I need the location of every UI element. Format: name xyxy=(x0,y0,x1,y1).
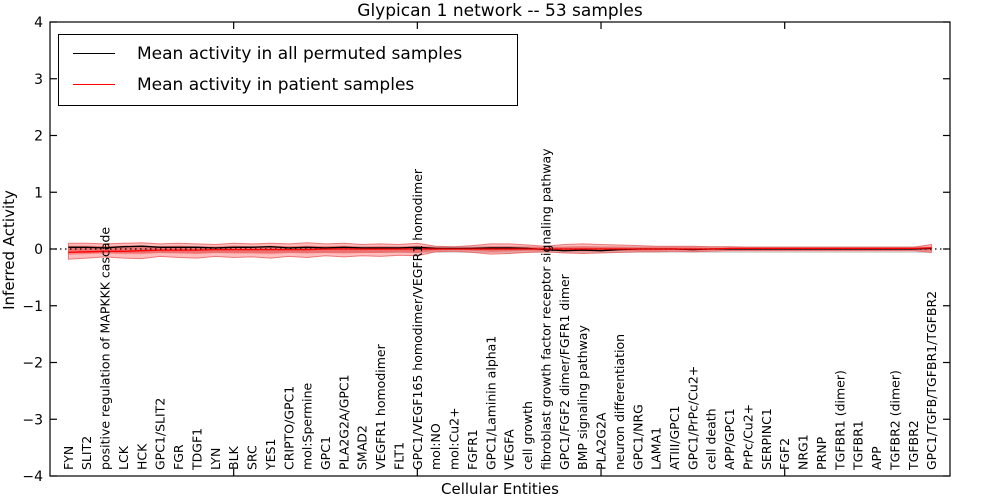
legend-item-patient: Mean activity in patient samples xyxy=(73,72,507,97)
x-category-label: TGFBR2 xyxy=(906,420,921,471)
x-category-label: ATIII/GPC1 xyxy=(667,406,682,470)
x-category-label: BMP signaling pathway xyxy=(575,325,590,470)
x-category-label: FGR xyxy=(171,444,186,470)
x-category-label: CRIPTO/GPC1 xyxy=(281,386,296,470)
legend-label-permuted: Mean activity in all permuted samples xyxy=(137,43,463,64)
x-category-label: mol:Spermine xyxy=(300,382,315,470)
legend-item-permuted: Mean activity in all permuted samples xyxy=(73,41,507,66)
y-tick-label: −3 xyxy=(22,412,43,428)
x-category-label: VEGFR1 homodimer xyxy=(373,343,388,470)
x-category-label: LYN xyxy=(208,448,223,470)
y-tick-label: 1 xyxy=(34,185,43,201)
x-category-label: TGFBR1 xyxy=(851,420,866,471)
x-category-label: cell growth xyxy=(520,401,535,470)
x-category-label: VEGFA xyxy=(502,429,517,470)
x-category-label: mol:NO xyxy=(428,423,443,470)
x-category-label: GPC1/FGF2 dimer/FGFR1 dimer xyxy=(557,273,572,470)
legend: Mean activity in all permuted samples Me… xyxy=(58,34,518,106)
x-category-label: SERPINC1 xyxy=(759,408,774,470)
x-category-label: APP xyxy=(869,446,884,470)
x-category-label: TDGF1 xyxy=(189,428,204,471)
x-category-label: PRNP xyxy=(814,436,829,470)
x-category-label: SLIT2 xyxy=(79,436,94,470)
permuted-line-icon xyxy=(73,53,115,54)
x-category-label: GPC1/Laminin alpha1 xyxy=(483,336,498,470)
x-category-label: NRG1 xyxy=(796,434,811,470)
x-category-label: SMAD2 xyxy=(355,425,370,470)
patient-line-icon xyxy=(73,84,115,85)
y-tick-label: 3 xyxy=(34,72,43,88)
x-category-label: LAMA1 xyxy=(649,427,664,470)
x-category-label: PLA2G2A/GPC1 xyxy=(336,374,351,470)
x-category-label: FGFR1 xyxy=(465,429,480,470)
x-category-label: GPC1/SLIT2 xyxy=(153,398,168,470)
x-category-label: TGFBR1 (dimer) xyxy=(832,370,847,471)
x-category-label: GPC1/PrPc/Cu2+ xyxy=(685,366,700,470)
x-category-label: PrPc/Cu2+ xyxy=(741,404,756,470)
x-category-label: LCK xyxy=(116,445,131,470)
y-axis-label: Inferred Activity xyxy=(0,190,18,310)
x-category-label: GPC1 xyxy=(318,436,333,470)
plot-area: −4 −3 −2 −1 0 1 2 3 4 FYN SLIT2 positive regulation… xyxy=(22,15,951,485)
x-category-label: cell death xyxy=(704,408,719,470)
x-category-label: GPC1/VEGF165 homodimer/VEGFR1 homodimer xyxy=(410,168,425,470)
x-category-label: neuron differentiation xyxy=(612,334,627,470)
chart-title: Glypican 1 network -- 53 samples xyxy=(357,1,643,21)
legend-label-patient: Mean activity in patient samples xyxy=(137,74,415,95)
x-category-label: fibroblast growth factor receptor signal… xyxy=(538,148,553,470)
y-tick-label: −2 xyxy=(22,356,43,372)
x-category-label: mol:Cu2+ xyxy=(447,407,462,470)
x-category-label: PLA2G2A xyxy=(594,412,609,470)
x-category-label: APP/GPC1 xyxy=(722,408,737,470)
x-category-label: SRC xyxy=(245,445,260,470)
x-category-label: GPC1/TGFB/TGFBR1/TGFBR2 xyxy=(924,291,939,470)
x-category-label: HCK xyxy=(134,443,149,470)
y-tick-label: 2 xyxy=(34,129,43,145)
patient-mean-line xyxy=(68,247,932,254)
y-tick-label: −4 xyxy=(22,469,43,485)
x-axis-label: Cellular Entities xyxy=(441,480,559,498)
y-tick-label: −1 xyxy=(22,299,43,315)
x-category-label: positive regulation of MAPKKK cascade xyxy=(98,227,113,470)
y-tick-label: 4 xyxy=(34,15,43,31)
x-category-label: FYN xyxy=(61,446,76,470)
x-category-label: FGF2 xyxy=(777,438,792,470)
x-category-label: GPC1/NRG xyxy=(630,404,645,470)
x-category-label: YES1 xyxy=(263,439,278,471)
patient-band-outer xyxy=(67,242,933,260)
x-category-label: TGFBR2 (dimer) xyxy=(887,370,902,471)
x-category-label: FLT1 xyxy=(392,442,407,470)
y-tick-label: 0 xyxy=(34,242,43,258)
x-category-label: BLK xyxy=(226,445,241,470)
